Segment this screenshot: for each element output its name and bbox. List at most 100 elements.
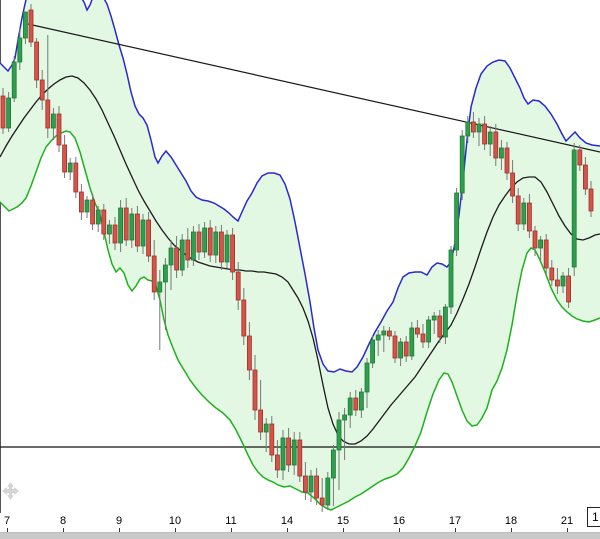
move-arrows-icon <box>2 482 19 500</box>
candle-down <box>482 123 488 145</box>
candle-up <box>67 162 73 173</box>
x-axis-tick <box>343 528 344 532</box>
candle-up <box>342 414 348 421</box>
candle-down <box>420 333 426 343</box>
x-axis-label: 17 <box>448 515 462 527</box>
candle-down <box>403 341 409 357</box>
horizontal-scrollbar[interactable] <box>0 532 600 539</box>
candle-down <box>504 147 510 174</box>
candle-down <box>241 299 247 337</box>
candle-down <box>515 195 521 225</box>
candle-down <box>56 113 62 146</box>
candle-down <box>90 199 95 225</box>
candle-up <box>11 61 17 99</box>
candle-up <box>129 213 135 241</box>
candle-down <box>252 369 258 411</box>
x-axis-tick <box>287 528 288 532</box>
bollinger-lower-line <box>0 130 600 511</box>
candle-up <box>398 341 404 359</box>
candle-up <box>465 121 471 137</box>
candle-up <box>263 423 269 433</box>
candle-up <box>370 339 376 364</box>
x-axis-tick <box>175 528 176 532</box>
candle-up <box>347 397 353 416</box>
candle-up <box>84 199 90 213</box>
x-axis-label: 14 <box>280 515 294 527</box>
candle-down <box>39 79 45 101</box>
candle-up <box>409 327 415 357</box>
price-chart-plot[interactable] <box>0 0 600 513</box>
candle-up <box>487 131 493 145</box>
pan-icon[interactable] <box>2 482 21 501</box>
x-axis-label: 7 <box>3 515 11 527</box>
candle-down <box>269 423 275 456</box>
candle-up <box>442 306 448 338</box>
candle-up <box>107 224 112 235</box>
x-axis-label: 15 <box>336 515 350 527</box>
candle-down <box>79 191 84 213</box>
candle-down <box>45 99 51 129</box>
candle-up <box>280 437 286 471</box>
candle-up <box>426 319 432 343</box>
candle-down <box>386 330 392 337</box>
axis-edge-label: 1 <box>592 510 599 524</box>
candle-up <box>202 227 208 253</box>
candle-down <box>258 409 264 433</box>
candlesticks <box>0 4 594 512</box>
candle-up <box>179 239 185 271</box>
descending-trendline <box>27 23 600 153</box>
candle-up <box>381 330 387 336</box>
candle-up <box>168 247 174 266</box>
candle-down <box>185 239 191 261</box>
candle-up <box>336 419 342 451</box>
candle-down <box>151 255 157 293</box>
axis-edge-label-box: 1 <box>587 507 600 527</box>
candle-down <box>414 327 420 335</box>
candle-down <box>353 397 359 411</box>
candle-down <box>34 41 39 81</box>
chart-canvas[interactable] <box>0 0 600 513</box>
candle-up <box>560 275 566 287</box>
candle-down <box>196 231 202 253</box>
candle-up <box>118 207 123 244</box>
candle-down <box>123 207 129 241</box>
x-axis-tick <box>511 528 512 532</box>
candle-up <box>17 37 23 63</box>
candle-down <box>543 239 549 269</box>
candle-down <box>62 144 67 173</box>
candle-up <box>213 231 219 256</box>
candle-down <box>566 275 571 303</box>
candle-down <box>73 162 79 193</box>
candle-up <box>358 391 364 411</box>
candle-up <box>291 439 297 466</box>
candle-down <box>28 9 34 43</box>
candle-up <box>95 209 101 225</box>
bollinger-band-fill <box>0 0 600 510</box>
candle-down <box>246 335 252 371</box>
sma-line <box>0 75 600 445</box>
x-axis-tick <box>119 528 120 532</box>
x-axis-label: 18 <box>504 515 518 527</box>
x-axis-tick <box>567 528 568 532</box>
x-axis-tick <box>63 528 64 532</box>
candle-down <box>297 439 303 477</box>
candle-up <box>224 234 230 263</box>
candle-down <box>274 454 280 471</box>
candle-down <box>235 271 241 301</box>
candle-up <box>308 475 314 493</box>
candle-up <box>22 11 28 39</box>
x-axis-tick <box>399 528 400 532</box>
candle-down <box>302 475 308 493</box>
candle-up <box>140 219 146 247</box>
candle-up <box>364 362 370 393</box>
candle-up <box>325 477 331 506</box>
candle-down <box>314 475 320 499</box>
x-axis-tick <box>7 528 8 532</box>
candle-up <box>538 239 543 249</box>
x-axis-label: 8 <box>59 515 67 527</box>
bollinger-upper-line <box>0 0 600 373</box>
candle-down <box>527 202 532 232</box>
candle-up <box>157 281 163 293</box>
x-axis-label: 11 <box>225 515 237 527</box>
candle-down <box>588 188 594 212</box>
